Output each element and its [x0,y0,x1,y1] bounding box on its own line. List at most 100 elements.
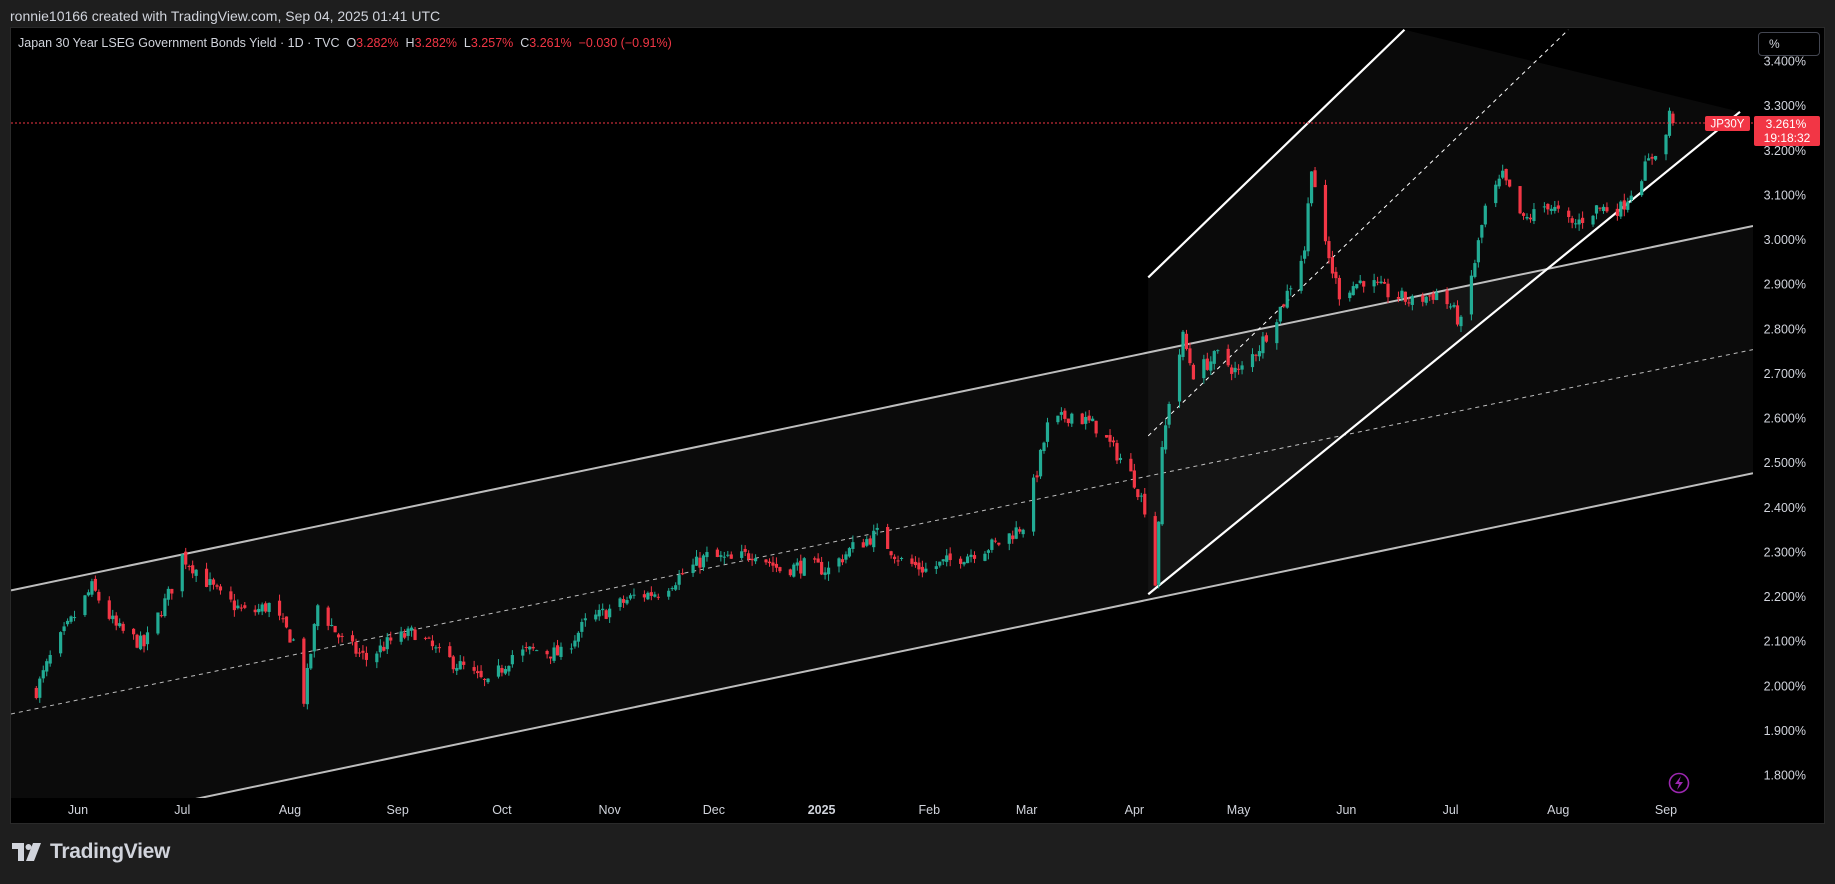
channel-2-upper-line[interactable] [1147,28,1406,279]
candle [1431,290,1435,304]
candle [430,635,435,651]
candle [1667,107,1672,138]
candle [1115,439,1119,464]
x-tick-label: Apr [1125,803,1144,817]
candle [1650,153,1654,165]
candle [1254,353,1258,362]
candle [243,602,247,610]
channel-1-upper-line[interactable] [11,224,1753,592]
candle [1549,204,1553,215]
candle [1622,193,1626,217]
candle [1104,435,1109,438]
x-tick-label: Dec [703,803,725,817]
candle [677,570,681,591]
candle [479,665,483,679]
candle [674,582,678,592]
candle [187,564,191,571]
candle [1407,297,1411,307]
candle [750,553,754,566]
candle [698,551,702,574]
candle [462,656,466,670]
candle [583,613,587,627]
candle [861,538,865,548]
candle [1355,283,1359,290]
candle [1240,361,1244,375]
candle [403,629,407,640]
candle [1164,419,1168,454]
channel-1-lower-line[interactable] [11,472,1753,837]
candle [62,622,66,635]
candle [354,638,358,658]
candle [1157,521,1161,589]
candle [1285,284,1289,309]
candle [701,553,706,571]
candle [528,646,532,655]
candle [1309,171,1314,207]
candle [1181,329,1185,361]
candle [1080,412,1084,425]
candle [1066,418,1070,427]
candle [1209,356,1213,376]
candle [1348,290,1352,302]
candle [1528,213,1533,223]
legend-high-label: H [405,36,415,50]
candle [507,665,511,676]
candle [260,602,264,616]
candle [1289,285,1293,296]
candle [107,596,111,621]
candle [236,599,240,610]
candle [472,660,476,675]
candle [503,665,508,676]
candle [1351,281,1355,296]
candle [555,639,560,656]
candle [847,546,852,558]
candle [1574,218,1578,229]
candle [552,642,556,664]
candle [448,642,452,658]
candle [1556,200,1560,213]
candle [34,686,38,700]
lightning-icon[interactable] [1668,772,1690,794]
y-tick-label: 3.000% [1764,233,1806,247]
y-tick-label: 2.300% [1764,545,1806,559]
candle [851,535,855,553]
candle [993,537,997,544]
candle [135,633,139,649]
candle [142,634,146,653]
candle [476,665,480,679]
candle [350,630,355,646]
candle [229,586,233,603]
candle [382,641,386,652]
candle [1455,300,1460,327]
candle [694,550,699,566]
candle [892,554,897,564]
candle [1521,212,1526,220]
candle [642,590,646,602]
candle [722,551,726,565]
legend-low-value: 3.257% [470,36,514,50]
chart-frame[interactable] [10,27,1825,824]
candle [218,584,223,595]
candle [646,591,650,601]
candle [521,645,525,663]
candle [844,551,848,564]
candle [204,562,209,588]
candle [1233,361,1237,378]
price-tag-symbol: JP30Y [1711,119,1745,131]
footer-brand[interactable]: TradingView [12,840,170,864]
candle [1591,214,1595,227]
candle [899,556,904,561]
candle [743,545,747,557]
candle [653,591,657,598]
candle [1118,453,1123,464]
x-tick-label: Feb [919,803,941,817]
y-tick-label: 1.800% [1764,769,1806,783]
candle [1594,205,1599,220]
candle [705,546,709,562]
candle [795,558,799,571]
candle [1421,292,1425,307]
candle [1306,197,1310,257]
legend-open-value: 3.282% [356,36,399,50]
percent-scale-button[interactable]: % [1758,32,1820,56]
